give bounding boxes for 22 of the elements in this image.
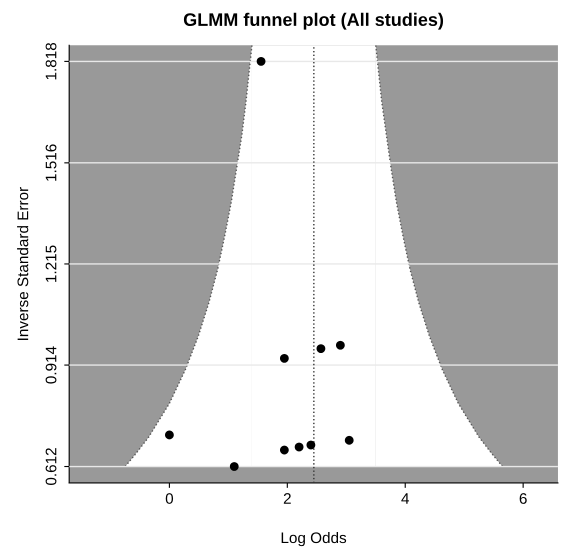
y-tick-label: 0.914 [46,346,56,384]
chart-title: GLMM funnel plot (All studies) [184,12,444,30]
point [280,354,289,363]
point [230,462,239,471]
x-tick-label: 0 [166,493,174,504]
x-tick-label: 4 [401,493,410,504]
point [336,340,345,350]
x-axis-title: Log Odds [282,532,346,546]
y-tick-label: 1.215 [46,245,56,282]
point [256,57,266,66]
y-tick-label: 1.818 [46,42,56,80]
point [316,344,326,353]
point [165,430,174,440]
point [294,442,304,452]
y-tick-label: 1.516 [46,144,56,181]
y-axis-title: Inverse Standard Error [17,187,28,340]
point [306,440,316,450]
x-tick-label: 2 [284,493,291,504]
point [344,436,354,445]
point [280,446,289,454]
y-tick-label: 0.612 [46,448,56,486]
x-tick-label: 6 [520,493,527,504]
